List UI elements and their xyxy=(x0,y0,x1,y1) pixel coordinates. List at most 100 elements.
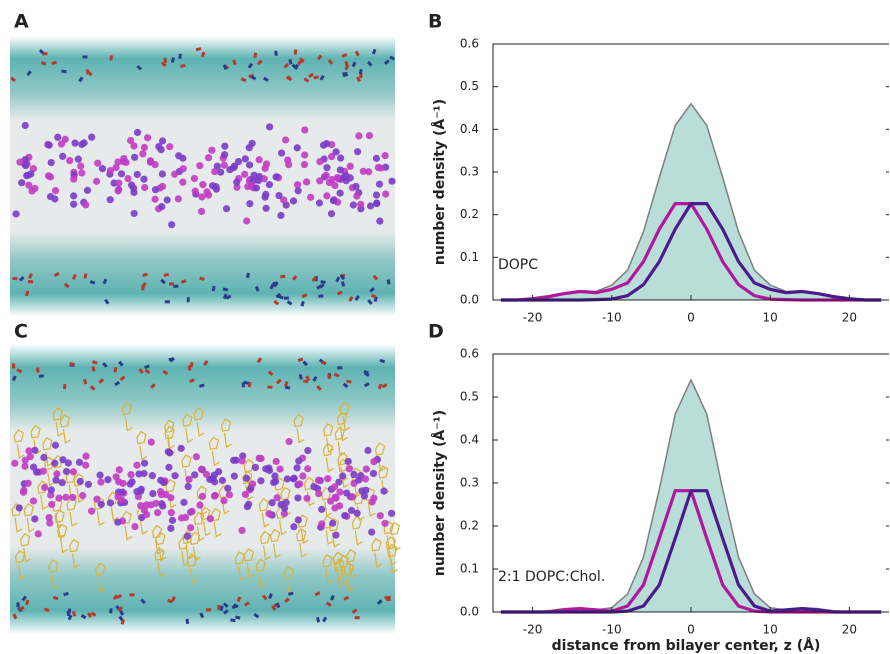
headgroup xyxy=(71,610,77,617)
x-tick-label: 0 xyxy=(687,311,695,325)
bead xyxy=(293,144,301,152)
bead xyxy=(51,441,60,449)
bead xyxy=(112,163,120,172)
bead xyxy=(70,192,78,200)
bead xyxy=(316,177,324,185)
x-tick-label: 10 xyxy=(763,311,778,325)
bead xyxy=(137,502,145,510)
bead xyxy=(359,167,367,175)
headgroup xyxy=(16,368,23,374)
bead xyxy=(347,506,356,515)
bead xyxy=(22,161,30,170)
bead xyxy=(365,131,374,140)
bead xyxy=(301,151,309,159)
bead xyxy=(370,458,378,466)
bead xyxy=(380,487,388,495)
bead xyxy=(281,136,290,144)
headgroup xyxy=(129,593,135,597)
bead xyxy=(24,171,32,179)
y-axis-label: number density (Å⁻¹) xyxy=(431,99,448,265)
bead xyxy=(181,513,190,522)
headgroup xyxy=(302,360,308,367)
bead xyxy=(275,191,283,200)
bead xyxy=(190,174,199,183)
headgroup xyxy=(178,53,182,59)
bead xyxy=(154,509,162,517)
headgroup xyxy=(262,76,269,82)
bead xyxy=(62,493,70,501)
headgroup xyxy=(89,280,96,285)
bead xyxy=(218,476,227,485)
bead xyxy=(294,494,302,502)
bead xyxy=(114,158,122,166)
panel-label: D xyxy=(428,321,444,343)
bead xyxy=(133,128,142,137)
bead xyxy=(24,479,32,487)
headgroup xyxy=(299,57,305,63)
bead xyxy=(318,505,326,513)
bead xyxy=(143,134,152,142)
bead xyxy=(266,123,274,131)
bead xyxy=(238,457,246,465)
headgroup xyxy=(222,602,229,608)
headgroup xyxy=(359,73,363,79)
x-tick-label: 10 xyxy=(763,623,778,637)
headgroup xyxy=(170,57,175,63)
headgroup xyxy=(118,360,124,367)
headgroup xyxy=(82,55,88,59)
bead xyxy=(21,462,29,470)
headgroup xyxy=(38,374,45,379)
headgroup xyxy=(342,71,348,76)
headgroup xyxy=(341,53,348,58)
headgroup xyxy=(354,50,360,57)
bead xyxy=(327,210,336,218)
bead xyxy=(316,158,324,166)
bead xyxy=(115,179,123,187)
bead xyxy=(322,171,330,179)
headgroup xyxy=(203,360,209,366)
x-tick-label: -10 xyxy=(602,311,622,325)
cholesterol xyxy=(243,548,255,578)
bead xyxy=(241,155,249,163)
bead xyxy=(381,151,389,160)
y-tick-label: 0.4 xyxy=(460,122,479,136)
x-tick-label: -10 xyxy=(602,623,622,637)
bead xyxy=(76,477,84,486)
cholesterol xyxy=(269,528,281,559)
headgroup xyxy=(247,381,252,388)
bead xyxy=(328,153,336,161)
headgroup xyxy=(25,599,30,606)
headgroup xyxy=(21,595,27,602)
y-tick-label: 0.4 xyxy=(460,433,479,447)
bead xyxy=(238,526,246,535)
cholesterol xyxy=(200,506,212,537)
bead xyxy=(148,472,156,480)
bead xyxy=(114,187,122,195)
bead xyxy=(245,161,254,169)
bead xyxy=(220,497,228,505)
bead xyxy=(69,493,77,502)
headgroup xyxy=(301,293,308,299)
headgroup xyxy=(28,273,33,279)
bead xyxy=(40,453,48,462)
headgroup xyxy=(195,47,202,52)
bead xyxy=(343,489,351,497)
headgroup xyxy=(69,361,75,367)
headgroup xyxy=(51,60,57,66)
bead xyxy=(203,188,211,196)
headgroup xyxy=(86,612,93,619)
headgroup xyxy=(67,614,73,621)
bead xyxy=(140,469,148,478)
headgroup xyxy=(98,378,105,384)
panel-label: B xyxy=(428,11,442,33)
bead xyxy=(179,165,187,173)
headgroup xyxy=(12,613,18,620)
x-axis-label: distance from bilayer center, z (Å) xyxy=(552,637,821,654)
cholesterol xyxy=(322,442,334,473)
bead xyxy=(350,470,358,479)
bead xyxy=(374,163,382,172)
headgroup xyxy=(272,281,278,288)
headgroup xyxy=(140,598,146,605)
bead xyxy=(69,468,77,476)
bead xyxy=(206,515,214,523)
